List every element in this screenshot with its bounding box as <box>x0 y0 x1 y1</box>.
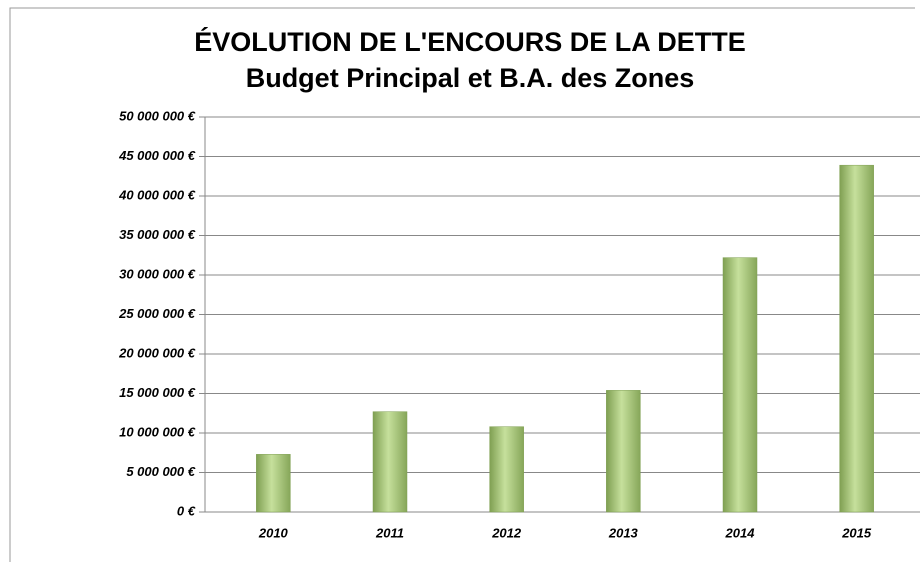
y-tick-label: 5 000 000 € <box>126 464 195 479</box>
x-tick-label: 2011 <box>375 525 404 540</box>
bar <box>722 257 758 513</box>
bar <box>256 454 291 513</box>
x-tick-label: 2015 <box>841 525 872 540</box>
y-tick-label: 25 000 000 € <box>118 306 196 321</box>
bar <box>839 164 874 513</box>
x-tick-label: 2010 <box>258 525 289 540</box>
chart-border <box>9 7 915 562</box>
x-tick-label: 2012 <box>491 525 522 540</box>
y-tick-label: 45 000 000 € <box>118 148 196 163</box>
y-tick-label: 20 000 000 € <box>118 345 196 360</box>
y-tick-label: 10 000 000 € <box>119 424 196 439</box>
bar <box>606 390 641 513</box>
y-tick-label: 15 000 000 € <box>119 385 196 400</box>
y-tick-label: 40 000 000 € <box>118 187 196 202</box>
y-tick-label: 0 € <box>177 503 196 518</box>
y-tick-label: 30 000 000 € <box>119 266 196 281</box>
chart-title: ÉVOLUTION DE L'ENCOURS DE LA DETTE <box>194 26 745 57</box>
y-tick-label: 50 000 000 € <box>119 108 196 123</box>
x-tick-label: 2013 <box>608 525 639 540</box>
bar <box>489 426 524 513</box>
y-tick-label: 35 000 000 € <box>119 227 196 242</box>
bar <box>372 411 408 513</box>
x-tick-label: 2014 <box>725 525 756 540</box>
chart-subtitle: Budget Principal et B.A. des Zones <box>246 63 695 93</box>
